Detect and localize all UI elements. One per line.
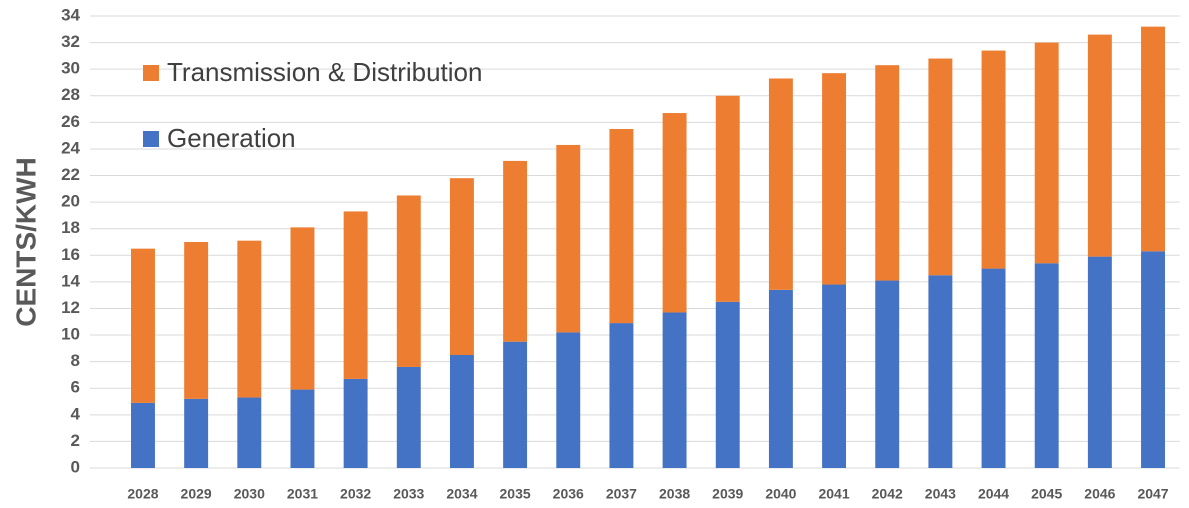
bar-segment: [1087, 256, 1112, 468]
bar-segment: [343, 378, 368, 468]
bar-segment: [981, 268, 1006, 468]
bar-segment: [662, 312, 687, 468]
bar-segment: [822, 284, 847, 468]
legend-swatch: [143, 131, 159, 147]
y-tick-label: 28: [61, 85, 80, 104]
bar-segment: [768, 289, 793, 468]
x-tick-label: 2042: [872, 486, 903, 502]
y-tick-label: 0: [71, 457, 80, 476]
x-tick-label: 2041: [818, 486, 849, 502]
legend-label: Generation: [167, 123, 296, 153]
y-tick-label: 2: [71, 431, 80, 450]
y-tick-label: 22: [61, 165, 80, 184]
y-tick-label: 32: [61, 32, 80, 51]
legend-swatch: [143, 65, 159, 81]
bar-segment: [981, 50, 1006, 269]
y-tick-label: 10: [61, 325, 80, 344]
bar-segment: [928, 58, 953, 276]
bar-segment: [875, 280, 900, 468]
x-tick-label: 2040: [765, 486, 796, 502]
bar-segment: [715, 301, 740, 468]
bar-segment: [1141, 26, 1165, 252]
x-tick-label: 2032: [340, 486, 371, 502]
bar-segment: [290, 227, 315, 390]
bar-segment: [237, 397, 262, 468]
y-tick-label: 16: [61, 245, 80, 264]
bar-segment: [556, 332, 581, 468]
x-tick-label: 2033: [393, 486, 424, 502]
bar-segment: [343, 211, 368, 379]
bar-segment: [396, 366, 421, 468]
y-axis-title: CENTS/KWH: [10, 157, 41, 327]
x-tick-label: 2028: [127, 486, 158, 502]
bar-segment: [1141, 251, 1165, 468]
y-tick-label: 34: [61, 5, 80, 24]
bar-segment: [609, 129, 634, 324]
bar-segment: [184, 398, 209, 468]
x-tick-label: 2043: [925, 486, 956, 502]
bar-segment: [1034, 42, 1059, 264]
y-tick-label: 30: [61, 59, 80, 78]
bar-segment: [875, 65, 900, 281]
bar-segment: [1034, 263, 1059, 468]
bar-segment: [237, 240, 262, 398]
y-tick-label: 26: [61, 112, 80, 131]
x-tick-label: 2046: [1084, 486, 1115, 502]
x-tick-label: 2047: [1137, 486, 1168, 502]
bar-segment: [503, 341, 528, 468]
bar-segment: [768, 78, 793, 290]
bar-segment: [449, 178, 474, 355]
bar-segment: [131, 248, 155, 403]
y-tick-label: 6: [71, 378, 80, 397]
bar-segment: [822, 73, 847, 285]
y-tick-label: 14: [61, 271, 80, 290]
bar-segment: [662, 113, 687, 313]
y-tick-label: 20: [61, 192, 80, 211]
x-tick-label: 2039: [712, 486, 743, 502]
x-tick-label: 2038: [659, 486, 690, 502]
x-tick-label: 2029: [181, 486, 212, 502]
bar-segment: [184, 242, 209, 399]
bar-segment: [715, 95, 740, 302]
x-tick-label: 2037: [606, 486, 637, 502]
x-tick-label: 2036: [553, 486, 584, 502]
y-tick-label: 12: [61, 298, 80, 317]
bar-segment: [290, 389, 315, 468]
y-tick-label: 24: [61, 138, 80, 157]
bar-segment: [396, 195, 421, 367]
bar-segment: [503, 160, 528, 342]
x-tick-label: 2045: [1031, 486, 1062, 502]
x-tick-label: 2031: [287, 486, 318, 502]
x-tick-label: 2030: [234, 486, 265, 502]
bar-segment: [928, 275, 953, 468]
bar-segment: [609, 323, 634, 468]
x-tick-label: 2044: [978, 486, 1009, 502]
y-tick-label: 4: [71, 404, 81, 423]
bar-segment: [449, 355, 474, 468]
y-tick-label: 8: [71, 351, 80, 370]
x-tick-label: 2034: [446, 486, 477, 502]
y-tick-label: 18: [61, 218, 80, 237]
bar-segment: [1087, 34, 1112, 257]
legend-label: Transmission & Distribution: [167, 57, 482, 87]
x-tick-label: 2035: [500, 486, 531, 502]
bar-segment: [131, 402, 155, 468]
bar-segment: [556, 144, 581, 333]
